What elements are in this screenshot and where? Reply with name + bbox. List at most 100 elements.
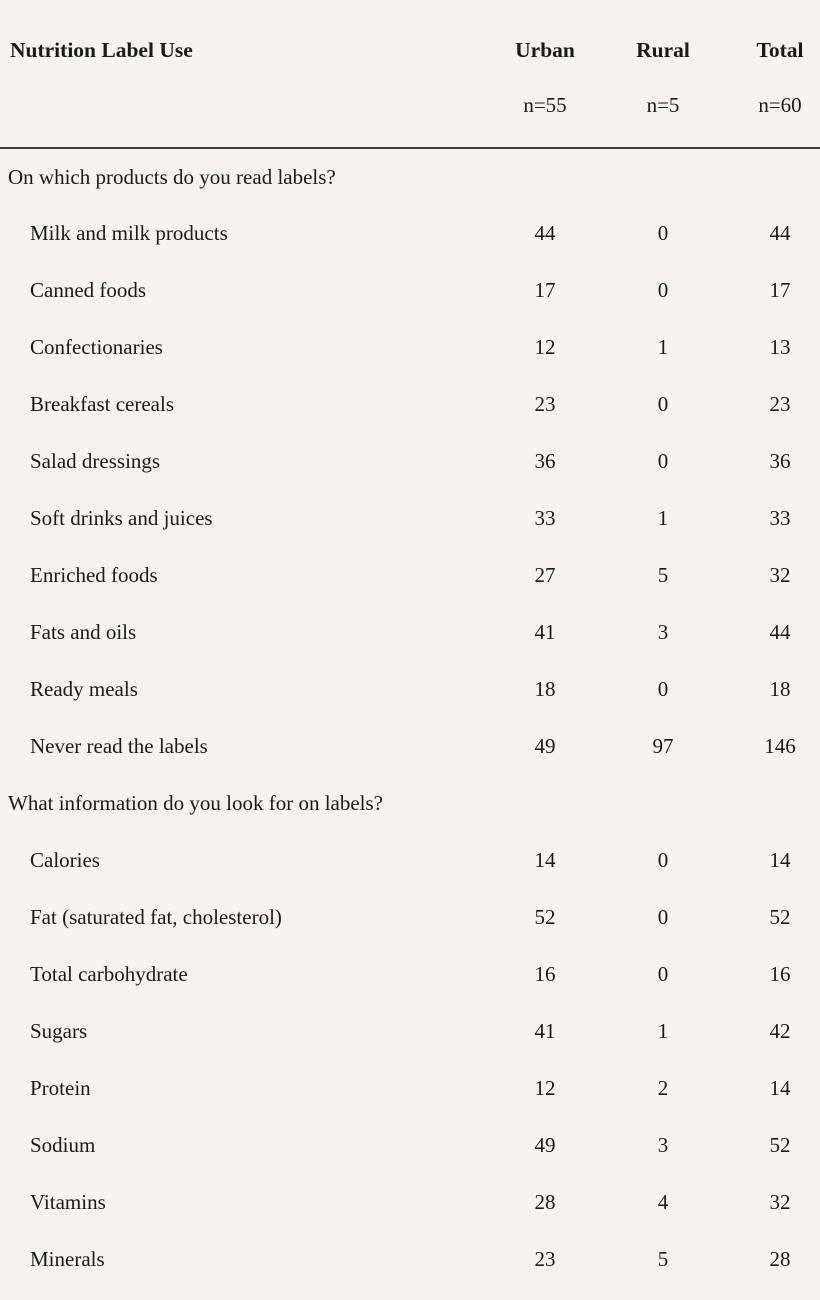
row-label: Milk and milk products: [30, 221, 228, 246]
row-label: Salad dressings: [30, 449, 161, 474]
row-label: Total carbohydrate: [30, 962, 188, 987]
urban-value: 16: [534, 962, 556, 987]
table-row: Canned foods 17 0 17: [0, 262, 820, 319]
rural-value: 1: [657, 1019, 669, 1044]
urban-value: 23: [534, 1247, 556, 1272]
urban-value: 28: [534, 1190, 556, 1215]
table-row: Fats and oils 41 3 44: [0, 604, 820, 661]
column-header-urban: Urban: [515, 37, 575, 62]
row-label: Ready meals: [30, 677, 138, 702]
rural-value: 1: [657, 335, 669, 360]
total-value: 44: [769, 620, 791, 645]
row-label: Enriched foods: [30, 563, 158, 588]
urban-value: 49: [534, 1133, 556, 1158]
table-row: Fat (saturated fat, cholesterol) 52 0 52: [0, 889, 820, 946]
urban-value: 49: [534, 734, 556, 759]
table-row: Calories 14 0 14: [0, 832, 820, 889]
table-row: Enriched foods 27 5 32: [0, 547, 820, 604]
rural-value: 0: [657, 905, 669, 930]
table-row: Protein 12 2 14: [0, 1060, 820, 1117]
table-row: Ready meals 18 0 18: [0, 661, 820, 718]
urban-value: 12: [534, 1076, 556, 1101]
row-label: Protein: [30, 1076, 91, 1101]
total-value: 32: [769, 1190, 791, 1215]
row-label: Fat (saturated fat, cholesterol): [30, 905, 282, 930]
urban-value: 27: [534, 563, 556, 588]
urban-value: 17: [534, 278, 556, 303]
rural-sample-size: n=5: [610, 78, 716, 149]
total-value: 14: [769, 848, 791, 873]
section-header: On which products do you read labels?: [8, 164, 336, 189]
section-header-row: On which products do you read labels?: [0, 148, 820, 205]
total-value: 16: [769, 962, 791, 987]
urban-sample-size: n=55: [480, 78, 610, 149]
urban-value: 33: [534, 506, 556, 531]
table-row: Sodium 49 3 52: [0, 1117, 820, 1174]
urban-value: 12: [534, 335, 556, 360]
total-value: 13: [769, 335, 791, 360]
sample-size-row: n=55 n=5 n=60: [0, 78, 820, 149]
row-label: Calories: [30, 848, 100, 873]
urban-value: 36: [534, 449, 556, 474]
row-label: Fats and oils: [30, 620, 137, 645]
rural-value: 0: [657, 449, 669, 474]
urban-value: 52: [534, 905, 556, 930]
total-sample-size: n=60: [716, 78, 820, 149]
rural-value: 0: [657, 848, 669, 873]
rural-value: 97: [652, 734, 674, 759]
section-header-row: What information do you look for on labe…: [0, 775, 820, 832]
table-row: Minerals 23 5 28: [0, 1231, 820, 1288]
table-body: On which products do you read labels? Mil…: [0, 148, 820, 1288]
total-value: 36: [769, 449, 791, 474]
total-value: 32: [769, 563, 791, 588]
rural-value: 5: [657, 1247, 669, 1272]
rural-value: 0: [657, 278, 669, 303]
rural-value: 2: [657, 1076, 669, 1101]
urban-value: 23: [534, 392, 556, 417]
urban-value: 18: [534, 677, 556, 702]
sample-size-spacer: [0, 78, 480, 149]
row-label: Breakfast cereals: [30, 392, 174, 417]
total-value: 52: [769, 905, 791, 930]
row-label: Sodium: [30, 1133, 96, 1158]
table-row: Breakfast cereals 23 0 23: [0, 376, 820, 433]
total-value: 52: [769, 1133, 791, 1158]
row-label: Soft drinks and juices: [30, 506, 213, 531]
total-value: 33: [769, 506, 791, 531]
rural-value: 4: [657, 1190, 669, 1215]
rural-value: 0: [657, 962, 669, 987]
table-row: Milk and milk products 44 0 44: [0, 205, 820, 262]
header-row: Nutrition Label Use Urban Rural Total: [0, 0, 820, 78]
row-label: Sugars: [30, 1019, 88, 1044]
table-row: Total carbohydrate 16 0 16: [0, 946, 820, 1003]
urban-value: 14: [534, 848, 556, 873]
rural-value: 0: [657, 221, 669, 246]
rural-value: 5: [657, 563, 669, 588]
row-label: Vitamins: [30, 1190, 106, 1215]
rural-value: 0: [657, 392, 669, 417]
table-row: Salad dressings 36 0 36: [0, 433, 820, 490]
rural-value: 1: [657, 506, 669, 531]
urban-value: 44: [534, 221, 556, 246]
row-label: Never read the labels: [30, 734, 208, 759]
rural-value: 0: [657, 677, 669, 702]
urban-value: 41: [534, 1019, 556, 1044]
total-value: 42: [769, 1019, 791, 1044]
total-value: 23: [769, 392, 791, 417]
urban-value: 41: [534, 620, 556, 645]
total-value: 146: [764, 734, 796, 759]
table-row: Sugars 41 1 42: [0, 1003, 820, 1060]
total-value: 14: [769, 1076, 791, 1101]
row-label: Confectionaries: [30, 335, 163, 360]
total-value: 44: [769, 221, 791, 246]
table-row: Never read the labels 49 97 146: [0, 718, 820, 775]
section-header: What information do you look for on labe…: [8, 791, 383, 816]
table-title: Nutrition Label Use: [10, 37, 193, 62]
row-label: Minerals: [30, 1247, 105, 1272]
total-value: 28: [769, 1247, 791, 1272]
table-header: Nutrition Label Use Urban Rural Total n=…: [0, 0, 820, 149]
total-value: 18: [769, 677, 791, 702]
row-label: Canned foods: [30, 278, 147, 303]
rural-value: 3: [657, 1133, 669, 1158]
